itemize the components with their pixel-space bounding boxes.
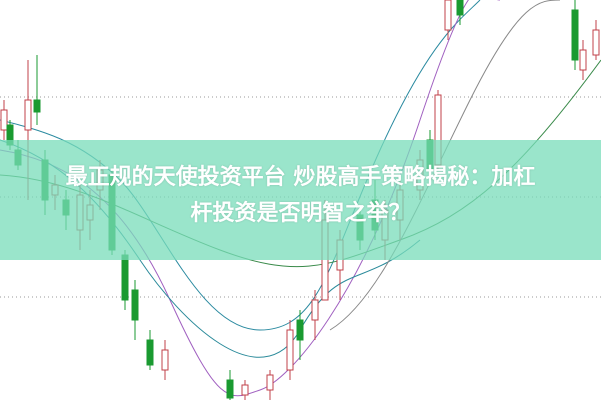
candle-up xyxy=(286,329,294,371)
candle-up xyxy=(161,349,169,371)
candle-up xyxy=(0,109,8,131)
candle-down xyxy=(226,379,234,399)
headline-line-2: 杆投资是否明智之举？ xyxy=(190,201,411,226)
title-band xyxy=(0,140,601,260)
candle-up xyxy=(24,99,32,131)
candle-up xyxy=(241,384,249,396)
candle-down xyxy=(146,339,154,366)
candle-up xyxy=(266,374,274,391)
candle-up xyxy=(444,0,452,31)
headline: 最正规的天使投资平台 炒股高手策略揭秘：加杠 杆投资是否明智之举？ xyxy=(0,160,601,232)
candle-down xyxy=(571,9,579,61)
candle-up xyxy=(592,29,600,56)
candle-up xyxy=(311,299,319,321)
candle-down xyxy=(131,289,139,321)
candle-up xyxy=(579,49,587,71)
moving-average-line xyxy=(329,0,561,331)
candle-down xyxy=(296,319,304,341)
candle-down xyxy=(456,0,464,16)
candle-down xyxy=(33,99,41,113)
candle-down xyxy=(121,254,129,301)
headline-line-1: 最正规的天使投资平台 炒股高手策略揭秘：加杠 xyxy=(65,165,536,190)
